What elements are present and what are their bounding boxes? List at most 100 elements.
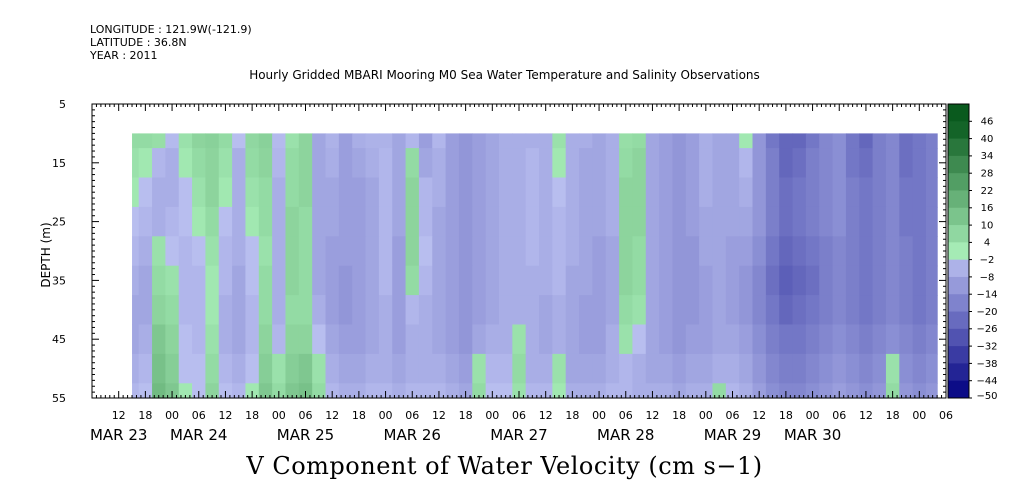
heatmap-cell xyxy=(512,177,527,208)
heatmap-cell xyxy=(498,383,513,399)
heatmap-cell xyxy=(132,133,140,149)
heatmap-cell xyxy=(632,353,647,384)
heatmap-cell xyxy=(312,265,327,296)
heatmap-cell xyxy=(178,177,193,208)
heatmap-cell xyxy=(805,177,820,208)
heatmap-cell xyxy=(885,236,900,267)
colorbar-swatch xyxy=(948,259,969,278)
heatmap-cell xyxy=(872,236,887,267)
heatmap-cell xyxy=(845,206,860,237)
heatmap-cell xyxy=(232,177,247,208)
heatmap-cell xyxy=(445,236,460,267)
heatmap-cell xyxy=(405,324,420,355)
heatmap-cell xyxy=(458,324,473,355)
heatmap-cell xyxy=(405,236,420,267)
heatmap-cell xyxy=(138,353,153,384)
heatmap-cell xyxy=(565,206,580,237)
heatmap-cell xyxy=(272,206,287,237)
longitude-label: LONGITUDE : 121.9W(-121.9) xyxy=(90,23,252,36)
heatmap-cell xyxy=(805,133,820,149)
heatmap-cell xyxy=(338,133,353,149)
heatmap-cell xyxy=(832,295,847,326)
heatmap-cell xyxy=(205,265,220,296)
heatmap-cell xyxy=(592,206,607,237)
heatmap-cell xyxy=(472,353,487,384)
x-hour-label: 12 xyxy=(645,409,659,422)
heatmap-cell xyxy=(792,265,807,296)
x-hour-label: 18 xyxy=(779,409,793,422)
heatmap-cell xyxy=(485,148,500,179)
heatmap-cell xyxy=(132,353,140,384)
heatmap-cell xyxy=(325,133,340,149)
heatmap-cell xyxy=(485,353,500,384)
heatmap-cell xyxy=(579,206,593,237)
heatmap-cell xyxy=(272,236,287,267)
x-hour-label: 00 xyxy=(272,409,286,422)
x-hour-label: 18 xyxy=(459,409,473,422)
heatmap-cell xyxy=(258,177,273,208)
heatmap-cell xyxy=(512,295,527,326)
heatmap-cell xyxy=(899,295,914,326)
heatmap-cell xyxy=(378,177,393,208)
heatmap-cell xyxy=(779,148,794,179)
heatmap-cell xyxy=(378,383,393,399)
heatmap-cell xyxy=(672,353,687,384)
heatmap-cell xyxy=(445,206,460,237)
heatmap-cell xyxy=(779,236,794,267)
heatmap-cell xyxy=(659,133,674,149)
heatmap-cell xyxy=(619,295,634,326)
heatmap-cell xyxy=(205,383,220,399)
heatmap-cell xyxy=(592,295,607,326)
heatmap-cell xyxy=(912,353,927,384)
heatmap-cell xyxy=(272,324,287,355)
heatmap-cell xyxy=(192,236,207,267)
heatmap-cell xyxy=(899,133,914,149)
heatmap-cell xyxy=(859,383,874,399)
heatmap-cell xyxy=(392,206,407,237)
heatmap-cell xyxy=(485,236,500,267)
heatmap-cell xyxy=(885,353,900,384)
heatmap-cell xyxy=(885,148,900,179)
heatmap-cell xyxy=(325,383,340,399)
heatmap-cell xyxy=(432,206,447,237)
heatmap-cell xyxy=(138,265,153,296)
heatmap-cell xyxy=(752,265,767,296)
heatmap-cell xyxy=(779,324,794,355)
heatmap-cell xyxy=(138,177,153,208)
heatmap-cell xyxy=(258,133,273,149)
heatmap-cell xyxy=(925,265,938,296)
heatmap-cell xyxy=(432,295,447,326)
heatmap-cell xyxy=(579,236,593,267)
heatmap-cell xyxy=(685,206,700,237)
x-hour-label: 00 xyxy=(485,409,499,422)
heatmap-cell xyxy=(725,206,740,237)
heatmap-cell xyxy=(699,295,714,326)
colorbar-label: 10 xyxy=(981,220,994,231)
heatmap-cell xyxy=(712,206,727,237)
heatmap-cell xyxy=(912,236,927,267)
heatmap-cell xyxy=(218,265,233,296)
heatmap-cell xyxy=(418,353,433,384)
heatmap-cell xyxy=(925,177,938,208)
heatmap-cell xyxy=(232,324,247,355)
heatmap-cell xyxy=(885,295,900,326)
heatmap-cell xyxy=(165,236,180,267)
heatmap-cell xyxy=(805,295,820,326)
heatmap-cell xyxy=(365,265,380,296)
heatmap-cell xyxy=(752,206,767,237)
year-label: YEAR : 2011 xyxy=(90,49,158,62)
heatmap-cell xyxy=(232,353,247,384)
heatmap-cell xyxy=(312,353,327,384)
heatmap-cell xyxy=(752,177,767,208)
x-hour-label: 12 xyxy=(859,409,873,422)
heatmap-cell xyxy=(552,353,567,384)
heatmap-cell xyxy=(245,177,260,208)
heatmap-cell xyxy=(672,324,687,355)
heatmap-cell xyxy=(685,324,700,355)
heatmap-cell xyxy=(165,353,180,384)
heatmap-cell xyxy=(619,324,634,355)
heatmap-cell xyxy=(218,177,233,208)
heatmap-cell xyxy=(132,295,140,326)
heatmap-cell xyxy=(619,236,634,267)
heatmap-cell xyxy=(885,265,900,296)
